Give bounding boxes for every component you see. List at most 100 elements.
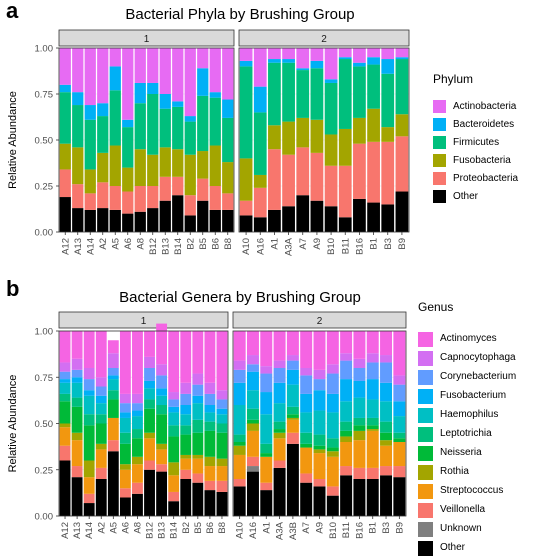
- bar-segment-capnocytophaga: [144, 356, 155, 368]
- bar-segment-actinobacteria: [122, 48, 134, 120]
- bar-segment-fusobacterium: [340, 379, 353, 402]
- bar-segment-proteobacteria: [84, 193, 96, 210]
- bar-segment-neisseria: [286, 414, 299, 418]
- bar-segment-firmicutes: [159, 108, 171, 148]
- bar-segment-haemophilus: [233, 405, 246, 435]
- bar-segment-capnocytophaga: [313, 369, 326, 380]
- bar-segment-rothia: [132, 456, 143, 465]
- bar-segment-haemophilus: [204, 412, 216, 422]
- bar-segment-leptotrichia: [71, 397, 83, 407]
- bar-segment-fusobacterium: [71, 377, 83, 383]
- bar-segment-capnocytophaga: [380, 355, 393, 363]
- bar-segment-capnocytophaga: [119, 393, 131, 404]
- x-tick-label: A16: [248, 522, 259, 539]
- bar-segment-veillonella: [300, 473, 313, 483]
- bar-segment-neisseria: [204, 430, 216, 457]
- bar-segment-firmicutes: [239, 66, 253, 159]
- bar-segment-actinobacteria: [84, 48, 96, 106]
- bar-segment-proteobacteria: [381, 141, 395, 205]
- bar-segment-corynebacterium: [180, 393, 192, 405]
- bar-segment-streptococcus: [326, 456, 339, 487]
- bar-segment-leptotrichia: [83, 414, 95, 426]
- chart-1: 0.00 0.25 0.50 0.75 1.00 Relative Abundance 1 A…: [7, 311, 407, 540]
- bar-segment-capnocytophaga: [216, 390, 228, 400]
- x-tick-label: A12: [60, 522, 71, 539]
- x-tick-label: A13: [72, 522, 83, 539]
- y-axis-title: Relative Abundance: [7, 91, 19, 189]
- bar-segment-streptococcus: [156, 449, 168, 465]
- bar-segment-other: [180, 479, 192, 516]
- bar-segment-other: [84, 209, 96, 232]
- bar-segment-proteobacteria: [367, 141, 380, 203]
- bar-segment-capnocytophaga: [260, 366, 273, 374]
- legend-swatch-other: [433, 190, 446, 203]
- bar-segment-corynebacterium: [246, 364, 259, 372]
- bar-segment-proteobacteria: [159, 176, 171, 201]
- bar-segment-streptococcus: [107, 417, 119, 441]
- y-tick-label: 0.25: [35, 182, 54, 193]
- bar-segment-actinobacteria: [222, 48, 234, 100]
- bar-segment-other: [172, 195, 184, 232]
- bar-segment-capnocytophaga: [83, 368, 95, 380]
- bar-segment-veillonella: [393, 466, 406, 478]
- bar-segment-capnocytophaga: [71, 358, 83, 370]
- bar-segment-capnocytophaga: [156, 364, 168, 376]
- bar-segment-actinobacteria: [134, 48, 146, 83]
- bar-segment-actinobacteria: [253, 48, 267, 87]
- x-tick-label: B1: [369, 238, 380, 250]
- bar-segment-other: [159, 200, 171, 232]
- bar-segment-capnocytophaga: [107, 353, 119, 368]
- bar-segment-firmicutes: [97, 116, 109, 153]
- bar-segment-bacteroidetes: [209, 92, 221, 98]
- bar-segment-actinobacteria: [72, 48, 84, 93]
- x-tick-label: A2: [96, 522, 107, 534]
- bar-segment-proteobacteria: [253, 187, 267, 218]
- bar-segment-actinobacteria: [296, 48, 310, 69]
- bar-segment-firmicutes: [147, 94, 159, 155]
- bar-segment-leptotrichia: [260, 443, 273, 454]
- bar-segment-rothia: [168, 462, 180, 476]
- bar-segment-proteobacteria: [310, 152, 324, 201]
- bar-segment-fusobacteria: [97, 152, 109, 183]
- bar-segment-proteobacteria: [324, 165, 338, 207]
- bar-segment-leptotrichia: [132, 429, 143, 439]
- bar-segment-rothia: [246, 423, 259, 431]
- bar-segment-fusobacterium: [180, 405, 192, 415]
- bar-segment-haemophilus: [107, 379, 119, 391]
- y-tick-label: 0.25: [35, 465, 54, 476]
- panel-letter-a: a: [6, 0, 19, 23]
- legend-swatch-neisseria: [418, 446, 433, 461]
- bar-segment-streptococcus: [83, 477, 95, 494]
- bar-segment-proteobacteria: [282, 154, 295, 207]
- bar-segment-other: [300, 482, 313, 516]
- bar-segment-fusobacteria: [381, 127, 395, 142]
- legend-swatch-actinobacteria: [433, 100, 446, 113]
- bar-segment-actinobacteria: [395, 48, 409, 58]
- bar-segment-capnocytophaga: [59, 362, 71, 372]
- bar-segment-rothia: [216, 458, 228, 467]
- legend-swatch-fusobacterium: [418, 389, 433, 404]
- bar-segment-bacteroidetes: [239, 60, 253, 67]
- bar-segment-actinomyces: [233, 331, 246, 361]
- facet-panel-frame: [232, 330, 407, 517]
- bar-segment-other: [97, 208, 109, 232]
- x-tick-label: A1: [261, 522, 272, 534]
- bar-segment-other: [273, 467, 286, 516]
- bar-segment-actinomyces: [246, 331, 259, 356]
- bar-segment-neisseria: [233, 442, 246, 446]
- bar-segment-streptococcus: [95, 449, 107, 468]
- bar-segment-capnocytophaga: [340, 353, 353, 361]
- bar-segment-fusobacterium: [107, 375, 119, 380]
- bar-segment-capnocytophaga: [273, 360, 286, 368]
- bar-segment-fusobacterium: [83, 390, 95, 396]
- legend-swatch-bacteroidetes: [433, 118, 446, 131]
- bar-segment-streptococcus: [144, 438, 155, 461]
- bar-segment-fusobacterium: [353, 380, 366, 398]
- bar-segment-fusobacteria: [310, 119, 324, 153]
- bar-segment-other: [353, 479, 366, 516]
- bar-segment-neisseria: [168, 436, 180, 463]
- bar-segment-fusobacteria: [296, 117, 310, 148]
- facet-strip: [58, 29, 235, 47]
- bar-segment-fusobacteria: [184, 154, 196, 196]
- legend-title: Genus: [418, 300, 454, 314]
